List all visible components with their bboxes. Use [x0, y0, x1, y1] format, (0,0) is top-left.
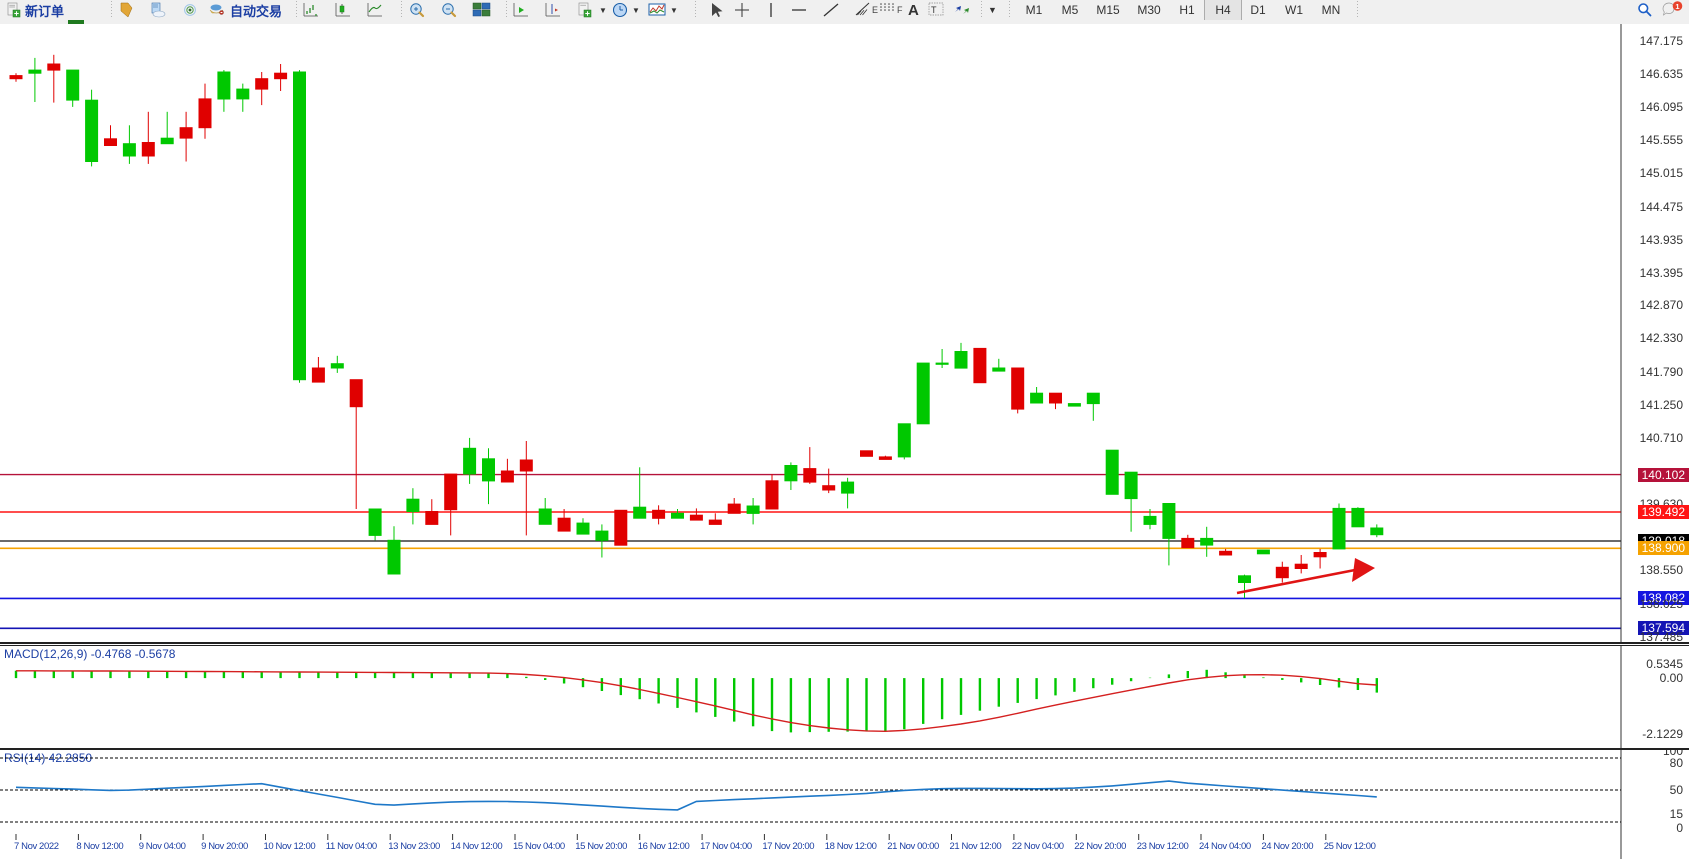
- svg-text:T: T: [931, 5, 937, 15]
- svg-text:1: 1: [1675, 2, 1679, 11]
